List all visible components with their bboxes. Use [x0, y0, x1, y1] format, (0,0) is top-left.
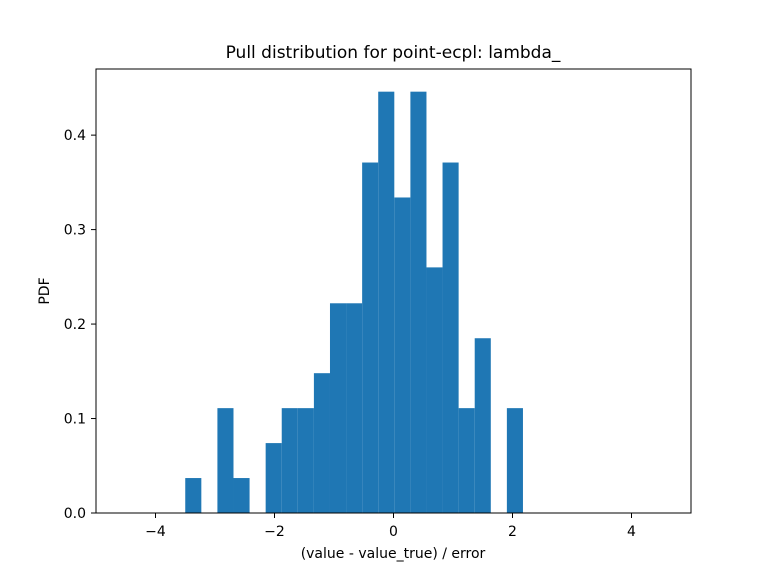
x-tick-label: 4 — [627, 524, 636, 540]
histogram-bar — [297, 408, 314, 513]
y-axis-label: PDF — [37, 277, 53, 304]
x-tick-label: −4 — [145, 524, 166, 540]
histogram-bars — [185, 91, 523, 514]
histogram-bar — [265, 443, 282, 513]
histogram-bar — [426, 267, 443, 513]
histogram-bar — [378, 91, 395, 514]
histogram-bar — [442, 162, 459, 513]
histogram-bar — [410, 91, 427, 514]
x-tick-label: −2 — [264, 524, 285, 540]
y-tick-label: 0.1 — [64, 412, 86, 428]
histogram-bar — [233, 478, 250, 513]
y-tick-label: 0.0 — [64, 506, 86, 522]
histogram-bar — [474, 338, 491, 513]
x-tick-label: 0 — [389, 524, 398, 540]
histogram-bar — [329, 303, 347, 513]
histogram-bar — [346, 303, 363, 513]
histogram-bar — [458, 408, 475, 513]
histogram-bar — [506, 408, 523, 513]
histogram-bar — [362, 162, 379, 513]
histogram-bar — [217, 408, 234, 513]
histogram-bar — [281, 408, 298, 513]
histogram-bar — [313, 373, 330, 513]
y-tick-label: 0.3 — [64, 223, 86, 239]
x-tick-label: 2 — [508, 524, 517, 540]
histogram-bar — [394, 197, 411, 513]
x-axis-label: (value - value_true) / error — [301, 546, 486, 562]
y-tick-label: 0.2 — [64, 317, 86, 333]
chart-title: Pull distribution for point-ecpl: lambda… — [226, 43, 561, 63]
histogram-bar — [185, 478, 202, 513]
y-tick-label: 0.4 — [64, 128, 86, 144]
x-axis-ticks: −4 −2 0 2 4 — [145, 513, 636, 540]
y-axis-ticks: 0.0 0.1 0.2 0.3 0.4 — [64, 128, 96, 522]
